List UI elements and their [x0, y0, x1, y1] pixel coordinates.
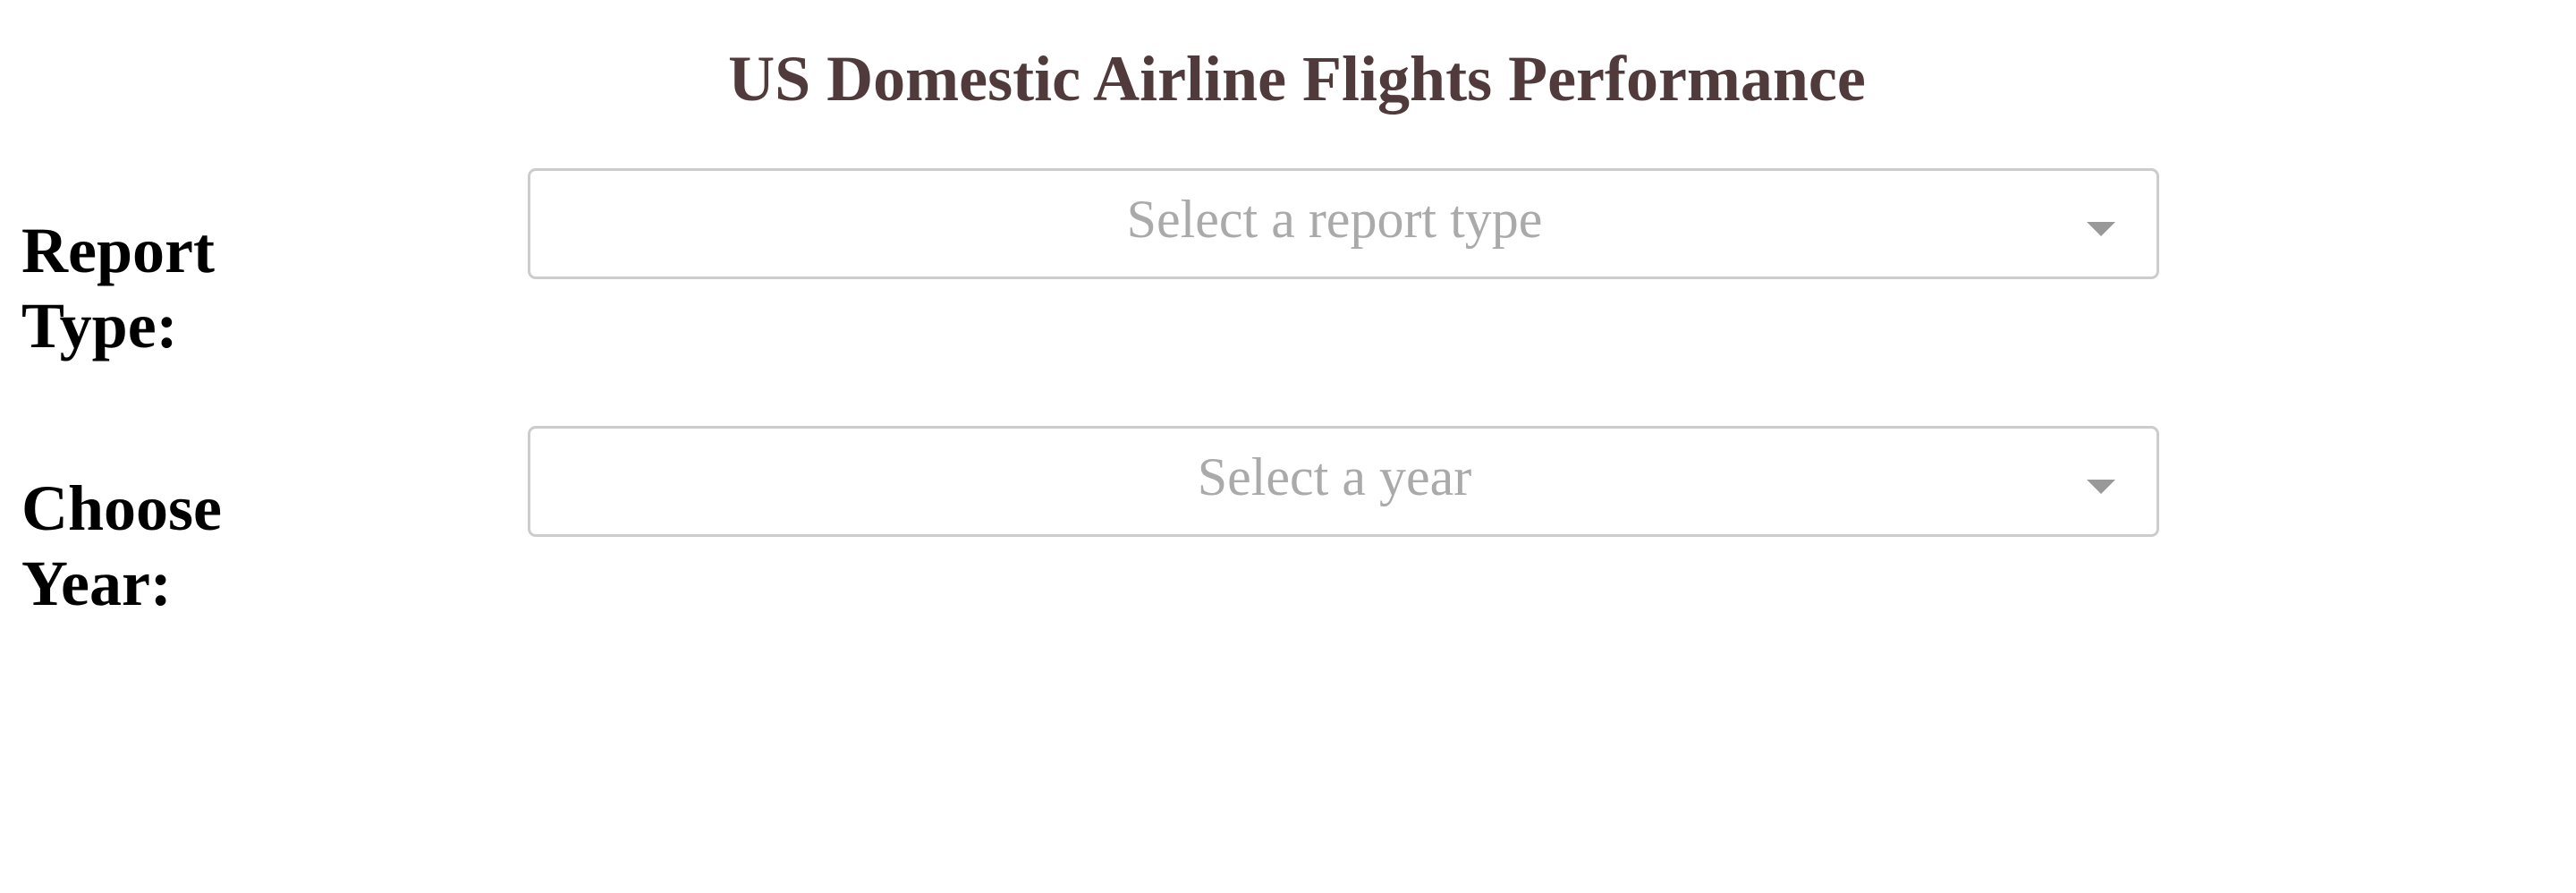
- report-type-label: Report Type:: [21, 215, 215, 361]
- year-label: Choose Year:: [21, 472, 223, 619]
- caret-down-icon[interactable]: [2087, 480, 2115, 494]
- caret-down-icon[interactable]: [2087, 222, 2115, 236]
- report-type-dropdown[interactable]: Select a report type: [528, 168, 2159, 279]
- report-type-placeholder: Select a report type: [1126, 190, 1543, 249]
- year-dropdown[interactable]: Select a year: [528, 426, 2159, 537]
- page-title: US Domestic Airline Flights Performance: [728, 43, 1866, 115]
- year-placeholder: Select a year: [1197, 447, 1472, 506]
